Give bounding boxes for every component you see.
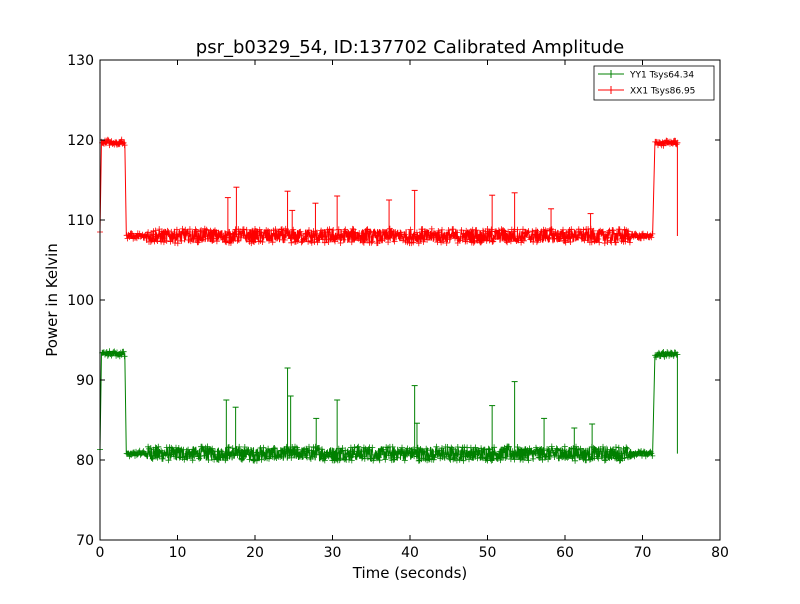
x-tick-label: 10: [169, 545, 187, 561]
x-tick-label: 20: [246, 545, 264, 561]
series-1: [97, 136, 681, 247]
x-axis-label: Time (seconds): [352, 564, 468, 582]
legend-marker-yy1: [607, 70, 615, 78]
y-tick-label: 90: [76, 373, 94, 389]
y-tick-label: 80: [76, 453, 94, 469]
plot-area: 0 10 20 30 40 50 60 70 80 70 80 90 100 110 120 130: [67, 53, 729, 561]
legend-label-yy1: YY1 Tsys64.34: [629, 71, 694, 81]
y-tick-label: 110: [67, 213, 94, 229]
legend-marker-xx1: [607, 86, 615, 94]
x-axis-ticks: 0 10 20 30 40 50 60 70 80: [96, 60, 729, 561]
y-tick-label: 120: [67, 133, 94, 149]
x-tick-label: 70: [634, 545, 652, 561]
chart-title: psr_b0329_54, ID:137702 Calibrated Ampli…: [196, 37, 624, 58]
y-axis-label: Power in Kelvin: [43, 243, 61, 357]
series-0: [97, 348, 681, 464]
x-tick-label: 60: [556, 545, 574, 561]
x-tick-label: 80: [711, 545, 729, 561]
x-tick-label: 40: [401, 545, 419, 561]
y-tick-label: 100: [67, 293, 94, 309]
legend: YY1 Tsys64.34 XX1 Tsys86.95: [593, 65, 715, 101]
series-layer: [97, 136, 681, 464]
legend-label-xx1: XX1 Tsys86.95: [630, 87, 695, 97]
x-tick-label: 0: [96, 545, 105, 561]
y-tick-label: 70: [76, 533, 94, 549]
x-tick-label: 50: [479, 545, 497, 561]
y-tick-label: 130: [67, 53, 94, 69]
y-axis-ticks: 70 80 90 100 110 120 130: [67, 53, 720, 549]
legend-frame: [593, 65, 715, 101]
x-tick-label: 30: [324, 545, 342, 561]
